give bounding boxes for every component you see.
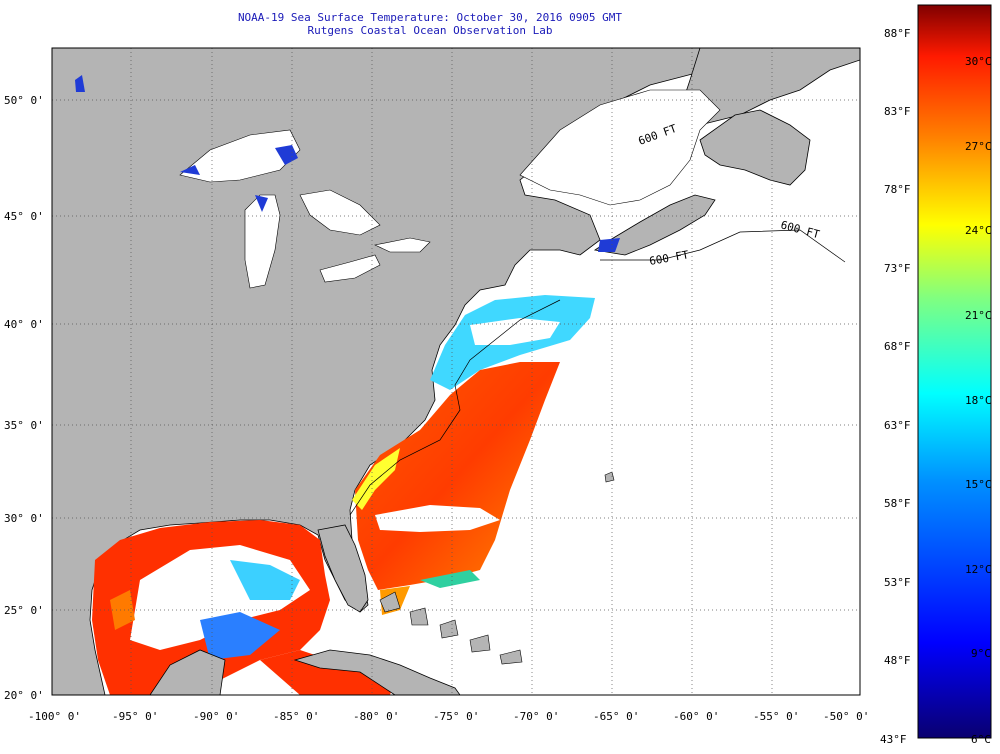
lat-tick-label: 30° 0' bbox=[4, 512, 44, 525]
lat-tick-label: 45° 0' bbox=[4, 210, 44, 223]
lon-tick-label: -55° 0' bbox=[753, 710, 799, 723]
latitude-labels: 20° 0' 25° 0' 30° 0' 35° 0' 40° 0' 45° 0… bbox=[4, 94, 44, 702]
lat-tick-label: 25° 0' bbox=[4, 604, 44, 617]
colorbar-f-label: 58°F bbox=[884, 497, 911, 510]
colorbar-f-label: 73°F bbox=[884, 262, 911, 275]
colorbar-f-label: 53°F bbox=[884, 576, 911, 589]
colorbar-c-label: 30°C bbox=[965, 55, 992, 68]
colorbar-f-label: 48°F bbox=[884, 654, 911, 667]
land-florida bbox=[317, 524, 369, 613]
lon-tick-label: -95° 0' bbox=[112, 710, 158, 723]
map-title: NOAA-19 Sea Surface Temperature: October… bbox=[237, 11, 623, 24]
colorbar-c-label: 6°C bbox=[971, 733, 991, 746]
bahamas bbox=[379, 471, 615, 665]
colorbar-f-label: 43°F bbox=[880, 733, 907, 746]
lat-tick-label: 40° 0' bbox=[4, 318, 44, 331]
colorbar-c-label: 18°C bbox=[965, 394, 992, 407]
colorbar-f-label: 83°F bbox=[884, 105, 911, 118]
st-lawrence-gulf bbox=[519, 89, 721, 206]
land-nova-scotia bbox=[593, 194, 716, 256]
lon-tick-label: -70° 0' bbox=[513, 710, 559, 723]
great-lakes bbox=[179, 129, 431, 289]
lon-tick-label: -75° 0' bbox=[433, 710, 479, 723]
land-yucatan bbox=[149, 649, 226, 695]
longitude-labels: -100° 0' -95° 0' -90° 0' -85° 0' -80° 0'… bbox=[28, 710, 869, 723]
colorbar-c-label: 27°C bbox=[965, 140, 992, 153]
gulf-sst bbox=[92, 520, 395, 695]
colorbar-f-label: 63°F bbox=[884, 419, 911, 432]
map-subtitle: Rutgens Coastal Ocean Observation Lab bbox=[307, 24, 553, 37]
colorbar-c-label: 15°C bbox=[965, 478, 992, 491]
colorbar-c-label: 9°C bbox=[971, 647, 991, 660]
colorbar-c-label: 21°C bbox=[965, 309, 992, 322]
lon-tick-label: -80° 0' bbox=[353, 710, 399, 723]
colorbar-f-label: 78°F bbox=[884, 183, 911, 196]
colorbar bbox=[917, 4, 992, 739]
frame-ticks bbox=[51, 47, 861, 696]
colorbar-fahrenheit-labels: 88°F 83°F 78°F 73°F 68°F 63°F 58°F 53°F … bbox=[880, 27, 911, 746]
colorbar-f-label: 68°F bbox=[884, 340, 911, 353]
colorbar-celsius-labels: 30°C 27°C 24°C 21°C 18°C 15°C 12°C 9°C 6… bbox=[965, 55, 992, 746]
lon-tick-label: -60° 0' bbox=[673, 710, 719, 723]
colorbar-c-label: 12°C bbox=[965, 563, 992, 576]
land-cuba bbox=[293, 649, 461, 695]
lat-tick-label: 35° 0' bbox=[4, 419, 44, 432]
land-newfoundland bbox=[699, 109, 811, 186]
colorbar-c-label: 24°C bbox=[965, 224, 992, 237]
lon-tick-label: -65° 0' bbox=[593, 710, 639, 723]
lake-cold-patches bbox=[75, 75, 620, 252]
lon-tick-label: -100° 0' bbox=[28, 710, 81, 723]
lon-tick-label: -50° 0' bbox=[823, 710, 869, 723]
colorbar-f-label: 88°F bbox=[884, 27, 911, 40]
lon-tick-label: -90° 0' bbox=[193, 710, 239, 723]
lon-tick-label: -85° 0' bbox=[273, 710, 319, 723]
isobath-line bbox=[349, 229, 846, 516]
graticule bbox=[52, 48, 860, 695]
lat-tick-label: 50° 0' bbox=[4, 94, 44, 107]
lat-tick-label: 20° 0' bbox=[4, 689, 44, 702]
